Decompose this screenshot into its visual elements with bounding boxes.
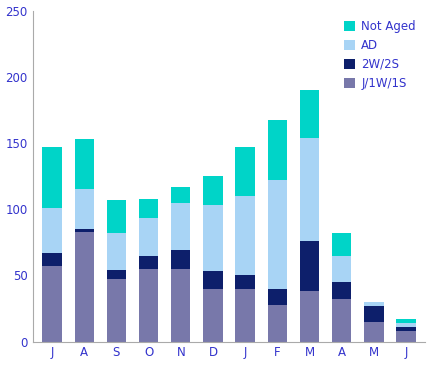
Bar (42, 266, 61, 342)
Bar (74, 232, 94, 342)
Bar (396, 323, 415, 327)
Bar (138, 269, 158, 342)
Bar (331, 255, 350, 282)
Bar (235, 289, 254, 342)
Bar (299, 138, 319, 241)
Bar (171, 250, 190, 269)
Legend: Not Aged, AD, 2W/2S, J/1W/1S: Not Aged, AD, 2W/2S, J/1W/1S (339, 16, 418, 93)
Bar (107, 233, 126, 270)
Bar (267, 120, 286, 180)
Bar (267, 289, 286, 304)
Bar (171, 203, 190, 250)
Bar (42, 208, 61, 253)
Bar (74, 229, 94, 232)
Bar (396, 331, 415, 342)
Bar (267, 180, 286, 289)
Bar (107, 200, 126, 233)
Bar (396, 319, 415, 323)
Bar (299, 90, 319, 138)
Bar (235, 275, 254, 289)
Bar (363, 322, 383, 342)
Bar (331, 299, 350, 342)
Bar (138, 199, 158, 218)
Bar (107, 279, 126, 342)
Bar (171, 269, 190, 342)
Bar (203, 205, 222, 272)
Bar (299, 241, 319, 291)
Bar (299, 291, 319, 342)
Bar (203, 272, 222, 289)
Bar (107, 270, 126, 279)
Bar (74, 189, 94, 229)
Bar (74, 139, 94, 189)
Bar (171, 187, 190, 203)
Bar (42, 147, 61, 208)
Bar (331, 282, 350, 299)
Bar (267, 304, 286, 342)
Bar (331, 233, 350, 256)
Bar (363, 302, 383, 306)
Bar (203, 176, 222, 205)
Bar (42, 253, 61, 266)
Bar (138, 218, 158, 255)
Bar (363, 306, 383, 322)
Bar (203, 289, 222, 342)
Bar (396, 327, 415, 331)
Bar (235, 147, 254, 196)
Bar (138, 255, 158, 269)
Bar (235, 196, 254, 275)
